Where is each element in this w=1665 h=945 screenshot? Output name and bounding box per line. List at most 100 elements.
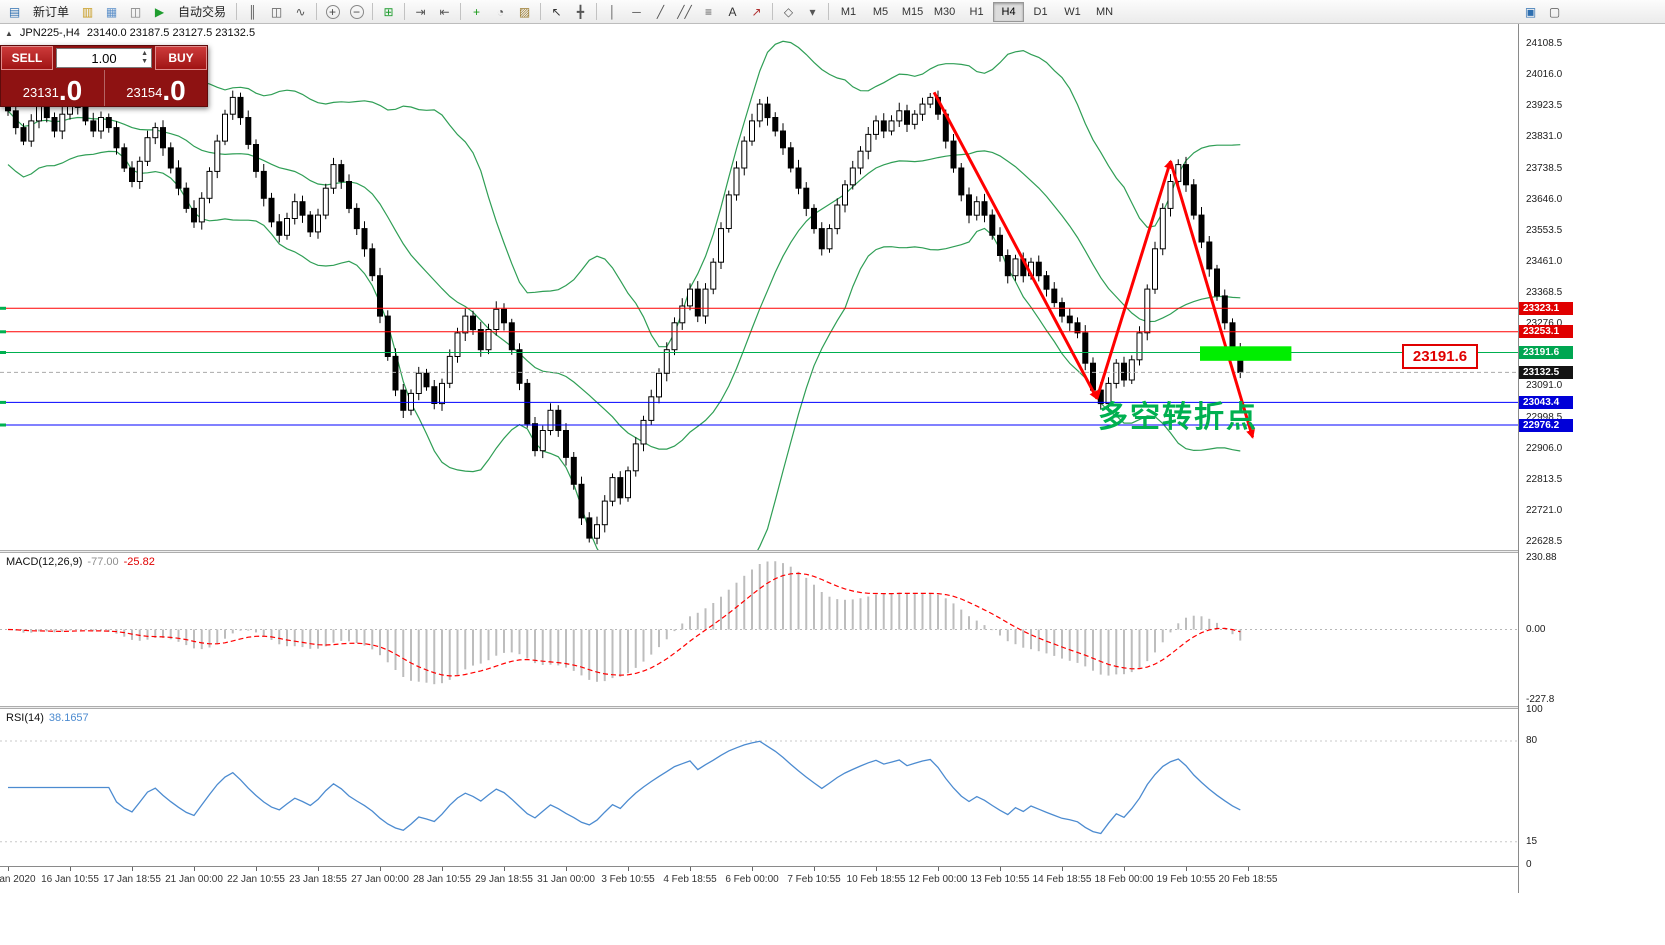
macd-axis-label: 0.00	[1526, 623, 1546, 635]
price-tag[interactable]: 23253.1	[1519, 325, 1573, 339]
tile-windows-icon[interactable]: ⊞	[377, 2, 400, 22]
timeframe-m30[interactable]: M30	[933, 5, 956, 18]
time-tick	[814, 867, 815, 871]
tile-windows-icon: ⊞	[383, 4, 394, 19]
time-tick	[380, 867, 381, 871]
profiles-icon[interactable]: ▦	[100, 2, 123, 22]
price-tag[interactable]: 23132.5	[1519, 365, 1573, 379]
panel-splitter[interactable]	[0, 550, 1518, 553]
line-chart-icon[interactable]: ∿	[289, 2, 312, 22]
price-axis-label: 23923.5	[1526, 100, 1563, 112]
new-order-icon[interactable]: ▤	[3, 2, 26, 22]
bid-price[interactable]: 23131.0	[1, 70, 104, 106]
macd-axis-label: -227.8	[1526, 693, 1555, 705]
timeframe-mn[interactable]: MN	[1095, 5, 1114, 18]
price-tag[interactable]: 23323.1	[1519, 301, 1573, 315]
new-order-button[interactable]: 新订单	[33, 5, 70, 19]
time-tick	[1062, 867, 1063, 871]
autotrading-icon[interactable]: ▶	[148, 2, 171, 22]
templates-icon[interactable]: ▨	[513, 2, 536, 22]
data-window-icon[interactable]: ▢	[1548, 4, 1561, 19]
cursor-icon[interactable]: ↖	[545, 2, 568, 22]
one-click-toggle-icon[interactable]: ▲	[5, 28, 13, 38]
time-axis-label: 16 Jan 10:55	[41, 874, 99, 885]
candlestick-chart-icon[interactable]: ◫	[265, 2, 288, 22]
volume-input[interactable]: 1.00 ▲ ▼	[56, 48, 152, 68]
time-axis-label: 28 Jan 10:55	[413, 874, 471, 885]
time-axis-label: 31 Jan 00:00	[537, 874, 595, 885]
autotrading-button[interactable]: 自动交易	[178, 5, 227, 19]
market-watch-icon: ◫	[129, 4, 142, 19]
auto-scroll-icon[interactable]: ⇥	[409, 2, 432, 22]
chart-drawings[interactable]	[932, 91, 1292, 439]
timeframe-m15[interactable]: M15	[901, 5, 924, 18]
fullscreen-icon[interactable]: ▣	[1524, 4, 1537, 19]
toolbar-separator	[828, 3, 830, 20]
ask-price[interactable]: 23154.0	[104, 70, 207, 106]
timeframe-d1[interactable]: D1	[1033, 5, 1048, 18]
timeframe-w1[interactable]: W1	[1064, 5, 1081, 18]
channel-icon: ╱╱	[677, 4, 692, 19]
trendline-icon[interactable]: ╱	[649, 2, 672, 22]
macd-axis-label: 230.88	[1526, 552, 1557, 564]
panel-splitter[interactable]	[0, 706, 1518, 709]
time-tick	[442, 867, 443, 871]
time-axis-label: 20 Feb 18:55	[1218, 874, 1278, 885]
price-label-box[interactable]: 23191.6	[1402, 344, 1478, 369]
toolbar-separator	[404, 3, 406, 20]
time-axis[interactable]: 15 Jan 2020 16 Jan 10:55 17 Jan 18:55 21 Ja…	[0, 866, 1518, 893]
time-tick	[70, 867, 71, 871]
fibonacci-icon[interactable]: ≡	[697, 2, 720, 22]
zoom-out-icon[interactable]: −	[345, 2, 368, 22]
horizontal-line-icon[interactable]: ─	[625, 2, 648, 22]
price-tag[interactable]: 23043.4	[1519, 395, 1573, 409]
time-axis-label: 18 Feb 00:00	[1094, 874, 1154, 885]
periods-icon[interactable]: ◔	[489, 2, 512, 22]
dropdown-caret-icon[interactable]: ▾	[801, 2, 824, 22]
chart-shift-icon[interactable]: ⇤	[433, 2, 456, 22]
timeframe-h1[interactable]: H1	[969, 5, 984, 18]
rsi-panel[interactable]	[0, 709, 1518, 865]
time-tick	[690, 867, 691, 871]
toolbar-separator	[236, 3, 238, 20]
profiles-icon: ▦	[105, 4, 118, 19]
time-tick	[1248, 867, 1249, 871]
price-tag[interactable]: 23191.6	[1519, 346, 1573, 360]
horizontal-lines[interactable]	[0, 306, 1518, 427]
volume-stepper[interactable]: ▲ ▼	[141, 50, 148, 65]
macd-panel[interactable]	[0, 553, 1518, 706]
buy-button[interactable]: BUY	[155, 46, 207, 70]
cursor-icon: ↖	[551, 4, 562, 19]
text-icon: A	[728, 4, 737, 19]
arrow-label-icon[interactable]: ↗	[745, 2, 768, 22]
turning-point-annotation[interactable]: 多空转折点	[1098, 401, 1258, 434]
charts-icon[interactable]: ▥	[76, 2, 99, 22]
timeframe-m5[interactable]: M5	[872, 5, 889, 18]
timeframe-m1[interactable]: M1	[840, 5, 857, 18]
time-tick	[256, 867, 257, 871]
time-axis-label: 7 Feb 10:55	[787, 874, 841, 885]
time-axis-label: 21 Jan 00:00	[165, 874, 223, 885]
rsi-axis-label: 80	[1526, 735, 1538, 746]
chart-title: ▲ JPN225-,H4 23140.0 23187.5 23127.5 231…	[5, 27, 255, 39]
price-axis[interactable]: 24108.5 24016.0 23923.5 23831.0 23738.5 23646…	[1518, 24, 1665, 893]
time-axis-label: 29 Jan 18:55	[475, 874, 533, 885]
shapes-icon[interactable]: ◇	[777, 2, 800, 22]
bar-chart-icon[interactable]: ║	[241, 2, 264, 22]
timeframe-h4[interactable]: H4	[993, 1, 1025, 22]
price-axis-label: 22998.5	[1526, 411, 1563, 423]
market-watch-icon[interactable]: ◫	[124, 2, 147, 22]
bid-price-small: 23131	[22, 85, 59, 100]
indicators-add-icon[interactable]: +	[465, 2, 488, 22]
vertical-line-icon[interactable]: │	[601, 2, 624, 22]
price-axis-label: 23646.0	[1526, 193, 1563, 205]
crosshair-icon[interactable]: ╋	[569, 2, 592, 22]
zoom-in-icon[interactable]: +	[321, 2, 344, 22]
channel-icon[interactable]: ╱╱	[673, 2, 696, 22]
sell-button[interactable]: SELL	[1, 46, 53, 70]
text-icon[interactable]: A	[721, 2, 744, 22]
time-axis-label: 14 Feb 18:55	[1032, 874, 1092, 885]
price-tag[interactable]: 22976.2	[1519, 418, 1573, 432]
main-chart[interactable]	[0, 24, 1518, 550]
rsi-label: RSI(14) 38.1657	[6, 712, 89, 724]
